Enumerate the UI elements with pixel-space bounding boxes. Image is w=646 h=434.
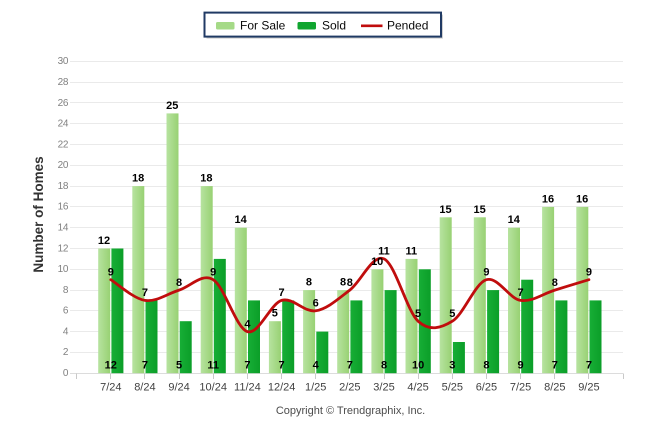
svg-text:0: 0 <box>63 368 69 379</box>
svg-text:5: 5 <box>449 308 455 320</box>
svg-text:5/25: 5/25 <box>442 382 463 394</box>
svg-text:18: 18 <box>58 181 69 192</box>
svg-text:16: 16 <box>576 193 588 205</box>
svg-text:7: 7 <box>142 287 148 299</box>
svg-text:For Sale: For Sale <box>240 19 286 33</box>
svg-text:30: 30 <box>58 56 69 67</box>
svg-text:18: 18 <box>200 173 212 185</box>
svg-text:12/24: 12/24 <box>268 382 296 394</box>
svg-text:8/24: 8/24 <box>134 382 155 394</box>
svg-text:12: 12 <box>105 359 117 371</box>
svg-text:9: 9 <box>518 359 524 371</box>
svg-text:26: 26 <box>58 98 69 109</box>
svg-text:9: 9 <box>108 267 114 279</box>
svg-text:7: 7 <box>347 359 353 371</box>
svg-text:7: 7 <box>586 359 592 371</box>
svg-text:10/24: 10/24 <box>199 382 227 394</box>
svg-text:2/25: 2/25 <box>339 382 360 394</box>
svg-text:4: 4 <box>313 359 320 371</box>
svg-text:16: 16 <box>58 202 69 213</box>
svg-text:9: 9 <box>210 267 216 279</box>
svg-text:6/25: 6/25 <box>476 382 497 394</box>
svg-text:1/25: 1/25 <box>305 382 326 394</box>
svg-text:7/25: 7/25 <box>510 382 531 394</box>
svg-text:20: 20 <box>58 160 69 171</box>
svg-text:28: 28 <box>58 77 69 88</box>
svg-text:8: 8 <box>306 277 312 289</box>
svg-text:3: 3 <box>449 359 455 371</box>
svg-text:9: 9 <box>586 267 592 279</box>
svg-text:10: 10 <box>58 264 69 275</box>
svg-text:Copyright © Trendgraphix, Inc.: Copyright © Trendgraphix, Inc. <box>276 405 425 417</box>
svg-text:Pended: Pended <box>387 19 428 33</box>
svg-text:9/24: 9/24 <box>168 382 189 394</box>
svg-text:5: 5 <box>176 359 182 371</box>
svg-text:6: 6 <box>63 306 69 317</box>
svg-text:8: 8 <box>483 359 489 371</box>
svg-text:22: 22 <box>58 139 69 150</box>
svg-text:7: 7 <box>552 359 558 371</box>
svg-text:7/24: 7/24 <box>100 382 121 394</box>
svg-text:Sold: Sold <box>322 19 346 33</box>
svg-text:11: 11 <box>207 359 219 371</box>
svg-text:10: 10 <box>412 359 424 371</box>
svg-text:3/25: 3/25 <box>373 382 394 394</box>
svg-text:25: 25 <box>166 100 178 112</box>
svg-text:7: 7 <box>142 359 148 371</box>
svg-text:4: 4 <box>244 318 251 330</box>
svg-text:9: 9 <box>483 267 489 279</box>
svg-text:14: 14 <box>234 214 247 226</box>
svg-text:11/24: 11/24 <box>234 382 261 394</box>
svg-text:8: 8 <box>552 277 558 289</box>
svg-text:8: 8 <box>63 285 69 296</box>
svg-text:18: 18 <box>132 173 144 185</box>
svg-text:7: 7 <box>279 287 285 299</box>
svg-text:8: 8 <box>381 359 387 371</box>
svg-text:4/25: 4/25 <box>407 382 428 394</box>
svg-text:14: 14 <box>58 223 69 234</box>
svg-text:4: 4 <box>63 326 69 337</box>
svg-text:15: 15 <box>473 204 485 216</box>
svg-text:8: 8 <box>347 277 353 289</box>
svg-text:8: 8 <box>176 277 182 289</box>
svg-text:8: 8 <box>340 277 346 289</box>
svg-text:2: 2 <box>63 347 69 358</box>
svg-text:7: 7 <box>279 359 285 371</box>
svg-text:14: 14 <box>508 214 521 226</box>
svg-text:10: 10 <box>371 256 383 268</box>
svg-text:7: 7 <box>518 287 524 299</box>
svg-text:Number of Homes: Number of Homes <box>31 156 46 272</box>
svg-text:12: 12 <box>58 243 69 254</box>
svg-text:9/25: 9/25 <box>578 382 599 394</box>
svg-text:8/25: 8/25 <box>544 382 565 394</box>
svg-text:11: 11 <box>378 246 390 258</box>
svg-text:15: 15 <box>439 204 451 216</box>
svg-text:16: 16 <box>542 193 554 205</box>
svg-text:7: 7 <box>244 359 250 371</box>
svg-text:6: 6 <box>313 298 319 310</box>
svg-text:12: 12 <box>98 235 110 247</box>
svg-text:11: 11 <box>405 245 417 257</box>
svg-text:24: 24 <box>58 119 69 130</box>
svg-text:5: 5 <box>415 308 421 320</box>
svg-text:5: 5 <box>272 308 278 320</box>
